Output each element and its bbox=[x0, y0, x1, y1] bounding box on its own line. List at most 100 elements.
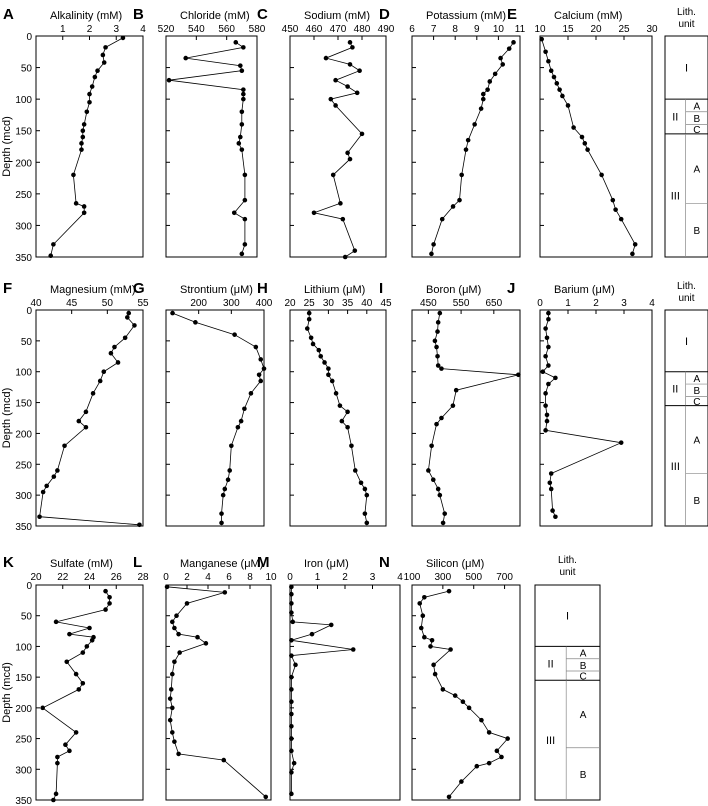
x-tick-label: 460 bbox=[306, 24, 323, 35]
data-point bbox=[486, 730, 492, 735]
y-tick-label: 100 bbox=[15, 95, 32, 106]
data-point bbox=[550, 508, 555, 513]
data-point bbox=[352, 468, 358, 473]
data-point bbox=[76, 418, 82, 424]
data-point bbox=[362, 511, 368, 516]
data-point bbox=[235, 424, 241, 430]
data-point bbox=[478, 106, 484, 111]
data-point bbox=[474, 763, 480, 769]
x-tick-label: 28 bbox=[137, 572, 149, 583]
data-point bbox=[51, 797, 56, 803]
data-point bbox=[543, 49, 548, 55]
data-point bbox=[553, 514, 558, 520]
data-point bbox=[546, 310, 551, 316]
data-point bbox=[289, 601, 294, 606]
lith-title: unit bbox=[678, 293, 694, 304]
data-point bbox=[459, 172, 464, 178]
data-point bbox=[311, 210, 317, 216]
data-point bbox=[452, 693, 458, 698]
y-axis-label: Depth (mcd) bbox=[1, 388, 13, 449]
panel-letter: E bbox=[507, 6, 517, 23]
panel-title: Manganese (μM) bbox=[180, 558, 263, 570]
data-point bbox=[345, 150, 350, 156]
panel-letter: J bbox=[507, 280, 515, 297]
data-point bbox=[435, 363, 441, 368]
data-point bbox=[548, 486, 554, 492]
x-tick-label: 20 bbox=[590, 24, 602, 35]
y-tick-label: 200 bbox=[15, 429, 32, 440]
panel-frame bbox=[411, 309, 521, 527]
lith-unit-label: II bbox=[548, 658, 554, 670]
data-point bbox=[339, 418, 345, 424]
data-point bbox=[417, 601, 423, 606]
data-point bbox=[304, 326, 310, 331]
panel-letter: F bbox=[3, 280, 12, 297]
x-tick-label: 45 bbox=[66, 298, 78, 309]
data-point bbox=[618, 216, 624, 222]
panel-frame bbox=[539, 309, 653, 527]
y-tick-label: 50 bbox=[21, 64, 33, 75]
x-tick-label: 26 bbox=[111, 572, 123, 583]
data-point bbox=[221, 757, 227, 763]
y-axis-label: Depth (mcd) bbox=[1, 662, 13, 723]
data-point bbox=[48, 253, 54, 259]
data-point bbox=[345, 409, 350, 415]
profile-line bbox=[39, 312, 140, 526]
data-point bbox=[248, 391, 254, 396]
x-tick-label: 300 bbox=[435, 572, 452, 583]
x-tick-label: 2 bbox=[87, 24, 93, 35]
panel-title: Silicon (μM) bbox=[426, 558, 484, 570]
data-point bbox=[80, 680, 86, 686]
panel-frame bbox=[289, 584, 401, 801]
data-point bbox=[429, 443, 434, 449]
data-point bbox=[431, 242, 436, 247]
data-point bbox=[459, 779, 464, 784]
y-tick-label: 0 bbox=[26, 32, 32, 43]
data-point bbox=[51, 242, 56, 247]
data-point bbox=[81, 210, 87, 216]
lith-subunit-label: A bbox=[693, 374, 700, 385]
lith-subunit-label: A bbox=[580, 649, 587, 660]
data-point bbox=[437, 310, 443, 316]
data-point bbox=[505, 736, 510, 741]
x-tick-label: 470 bbox=[330, 24, 347, 35]
data-point bbox=[306, 310, 312, 316]
data-point bbox=[289, 637, 294, 643]
data-point bbox=[219, 511, 224, 516]
data-point bbox=[350, 45, 355, 50]
x-tick-label: 200 bbox=[190, 298, 207, 309]
profile-line bbox=[542, 313, 623, 517]
data-point bbox=[79, 147, 84, 152]
data-point bbox=[40, 489, 46, 495]
data-point bbox=[289, 699, 294, 705]
data-point bbox=[437, 492, 443, 498]
x-tick-label: 6 bbox=[226, 572, 232, 583]
profile-line bbox=[168, 41, 246, 254]
panel-title: Chloride (mM) bbox=[180, 10, 250, 22]
data-point bbox=[258, 357, 264, 362]
panel-frame bbox=[411, 584, 521, 801]
data-point bbox=[170, 619, 175, 625]
data-point bbox=[167, 696, 173, 701]
lith-subunit-label: C bbox=[693, 125, 700, 136]
y-tick-label: 350 bbox=[15, 522, 32, 533]
data-point bbox=[431, 662, 436, 668]
lith-title: Lith. bbox=[677, 7, 696, 18]
x-tick-label: 7 bbox=[431, 24, 437, 35]
data-point bbox=[242, 216, 248, 222]
data-point bbox=[83, 424, 89, 430]
data-point bbox=[540, 369, 546, 375]
data-point bbox=[543, 428, 548, 433]
data-point bbox=[258, 378, 264, 384]
data-point bbox=[499, 754, 504, 760]
data-point bbox=[170, 671, 175, 677]
data-point bbox=[176, 631, 181, 637]
data-point bbox=[340, 216, 346, 222]
lith-subunit-label: A bbox=[693, 165, 700, 176]
x-tick-label: 540 bbox=[188, 24, 205, 35]
data-point bbox=[289, 584, 294, 590]
x-tick-label: 15 bbox=[562, 24, 574, 35]
x-tick-label: 650 bbox=[485, 298, 502, 309]
data-point bbox=[498, 55, 503, 61]
